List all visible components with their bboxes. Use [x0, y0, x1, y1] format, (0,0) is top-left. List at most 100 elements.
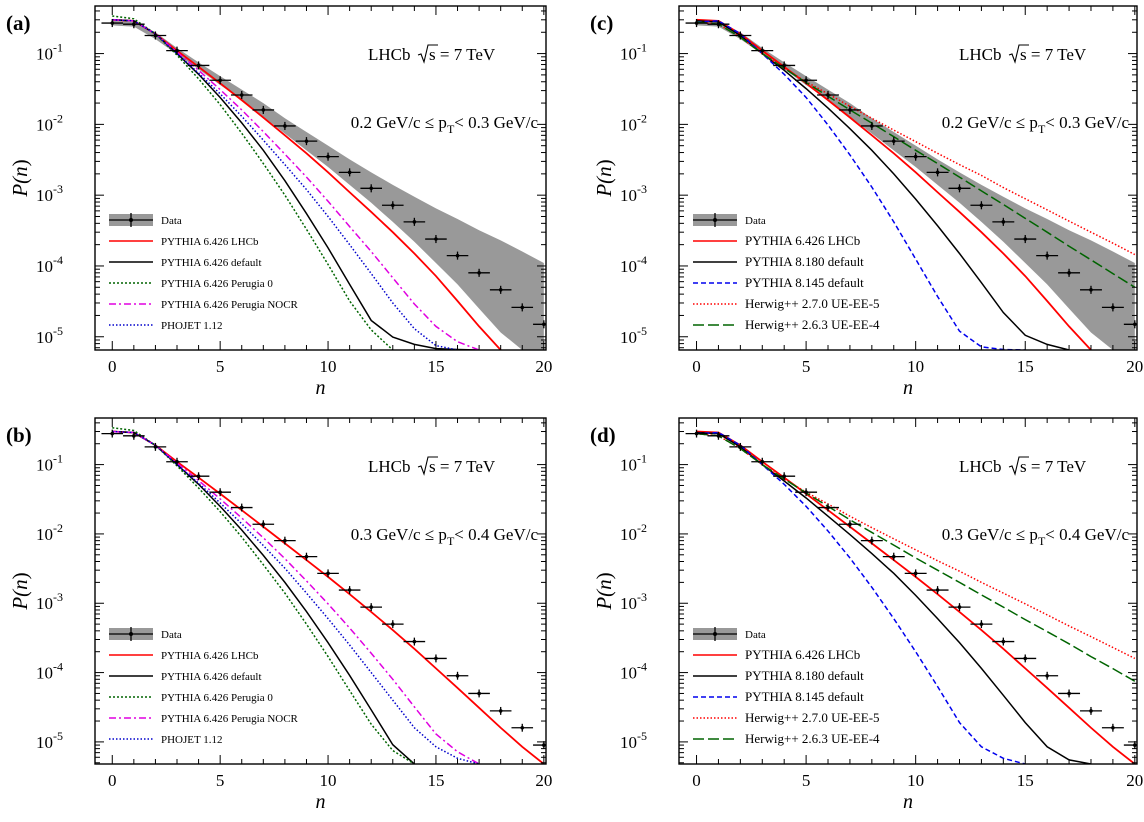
data-point-marker [979, 203, 984, 208]
data-point-marker [1023, 237, 1028, 241]
x-tick-label: 0 [108, 771, 117, 790]
data-point [533, 320, 546, 329]
data-point-marker [239, 505, 244, 510]
x-tick-label: 0 [108, 357, 117, 376]
legend-label: Data [161, 215, 182, 227]
data-point [511, 723, 534, 732]
legend-label: PYTHIA 6.426 Perugia 0 [161, 692, 273, 704]
y-tick-label: 10-2 [620, 111, 647, 134]
y-axis-label-p: P( [592, 175, 616, 198]
legend: Data PYTHIA 6.426 LHCb PYTHIA 6.426 defaul… [109, 627, 299, 746]
data-point-marker [782, 474, 786, 479]
data-point-marker [957, 605, 962, 609]
data-point [1014, 654, 1037, 663]
data-point-marker [261, 108, 266, 112]
x-tick-label: 20 [1126, 771, 1143, 790]
data-point-marker [434, 656, 438, 661]
chart-panel: 0 5 10 15 2010-510-410-310-210-1nP(n)(d)LHCb… [590, 417, 1143, 813]
pt-range-subscript: T [447, 122, 455, 136]
y-axis-label-p: P( [592, 588, 616, 611]
data-point [1080, 706, 1102, 715]
y-tick-label: 10-2 [36, 111, 63, 134]
legend-item: PYTHIA 6.426 Perugia 0 [109, 692, 273, 704]
data-point [1101, 303, 1124, 312]
y-tick-base: 10 [36, 594, 53, 613]
pt-range-lower: 0.2 GeV/c ≤ p [942, 113, 1038, 132]
data-point [101, 429, 124, 438]
data-point-marker [542, 322, 546, 327]
data-point [1058, 689, 1081, 698]
experiment-label: LHCb [368, 45, 411, 64]
legend-item: PYTHIA 6.426 LHCb [693, 233, 860, 248]
pt-range-label: 0.3 GeV/c ≤ pT< 0.4 GeV/c [351, 525, 539, 548]
data-point [1080, 285, 1102, 294]
y-tick-exponent: -2 [53, 521, 63, 535]
x-axis-label: n [316, 791, 326, 813]
data-point-marker [935, 588, 940, 592]
sqrt-symbol [417, 456, 438, 476]
legend-swatch-marker [129, 632, 133, 636]
x-tick-label: 20 [535, 771, 552, 790]
y-tick-exponent: -3 [53, 590, 63, 604]
legend-label: PYTHIA 8.180 default [745, 254, 864, 269]
data-point-marker [412, 220, 417, 224]
data-point [468, 689, 490, 698]
data-point [1123, 320, 1137, 329]
data-point-marker [1111, 725, 1115, 730]
x-axis-label: n [903, 791, 913, 813]
legend: Data PYTHIA 6.426 LHCb PYTHIA 8.180 defaul… [693, 627, 880, 746]
data-point [252, 105, 275, 114]
energy-label: s = 7 TeV [429, 45, 496, 64]
legend-swatch-marker [713, 218, 717, 222]
data-point [295, 137, 318, 146]
data-point-marker [153, 33, 158, 38]
y-tick-base: 10 [36, 257, 53, 276]
data-point [926, 168, 949, 177]
data-point-marker [716, 434, 721, 438]
legend-item: Herwig++ 2.6.3 UE-EE-4 [693, 731, 880, 746]
series-line [112, 19, 458, 350]
data-point [773, 61, 796, 70]
legend-item: Data [693, 627, 766, 641]
legend-label: Data [745, 215, 766, 227]
data-point-marker [760, 459, 765, 464]
plot-area [101, 15, 546, 350]
y-tick-exponent: -1 [53, 41, 63, 55]
data-point [166, 46, 188, 55]
x-tick-label: 5 [802, 771, 811, 790]
data-uncertainty-band [112, 20, 544, 350]
data-point-marker [804, 490, 808, 494]
y-tick-base: 10 [620, 45, 637, 64]
pt-range-label: 0.3 GeV/c ≤ pT< 0.4 GeV/c [942, 525, 1130, 548]
data-point [1014, 235, 1037, 244]
legend-item: PYTHIA 6.426 default [109, 257, 262, 269]
data-point-marker [239, 93, 244, 97]
y-tick-label: 10-1 [620, 41, 647, 64]
x-tick-label: 20 [535, 357, 552, 376]
data-point-marker [782, 63, 786, 68]
experiment-label: LHCb [368, 457, 411, 476]
x-tick-label: 5 [216, 357, 225, 376]
plot-area [685, 429, 1137, 764]
x-tick-label: 15 [427, 357, 444, 376]
data-point [970, 620, 993, 629]
legend-label: Herwig++ 2.6.3 UE-EE-4 [745, 317, 880, 332]
data-point [317, 152, 339, 161]
y-axis-label-p: P( [8, 588, 32, 611]
data-point [382, 620, 404, 629]
legend-item: PYTHIA 6.426 LHCb [109, 650, 259, 662]
pt-range-lower: 0.2 GeV/c ≤ p [351, 113, 447, 132]
y-tick-exponent: -1 [637, 452, 647, 466]
legend-label: PYTHIA 6.426 default [161, 257, 262, 269]
data-point-marker [153, 445, 158, 449]
data-point [838, 520, 861, 529]
sqrt-symbol [1008, 44, 1029, 64]
data-point [209, 76, 231, 85]
y-tick-exponent: -2 [637, 521, 647, 535]
pt-range-upper: < 0.4 GeV/c [454, 525, 538, 544]
data-point-marker [369, 186, 374, 191]
data-point-marker [261, 522, 266, 527]
x-tick-label: 15 [1017, 357, 1034, 376]
panel-label: (c) [590, 11, 613, 35]
y-tick-label: 10-4 [36, 253, 63, 276]
